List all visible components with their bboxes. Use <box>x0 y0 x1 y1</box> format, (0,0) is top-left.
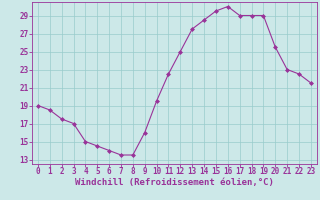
X-axis label: Windchill (Refroidissement éolien,°C): Windchill (Refroidissement éolien,°C) <box>75 178 274 187</box>
